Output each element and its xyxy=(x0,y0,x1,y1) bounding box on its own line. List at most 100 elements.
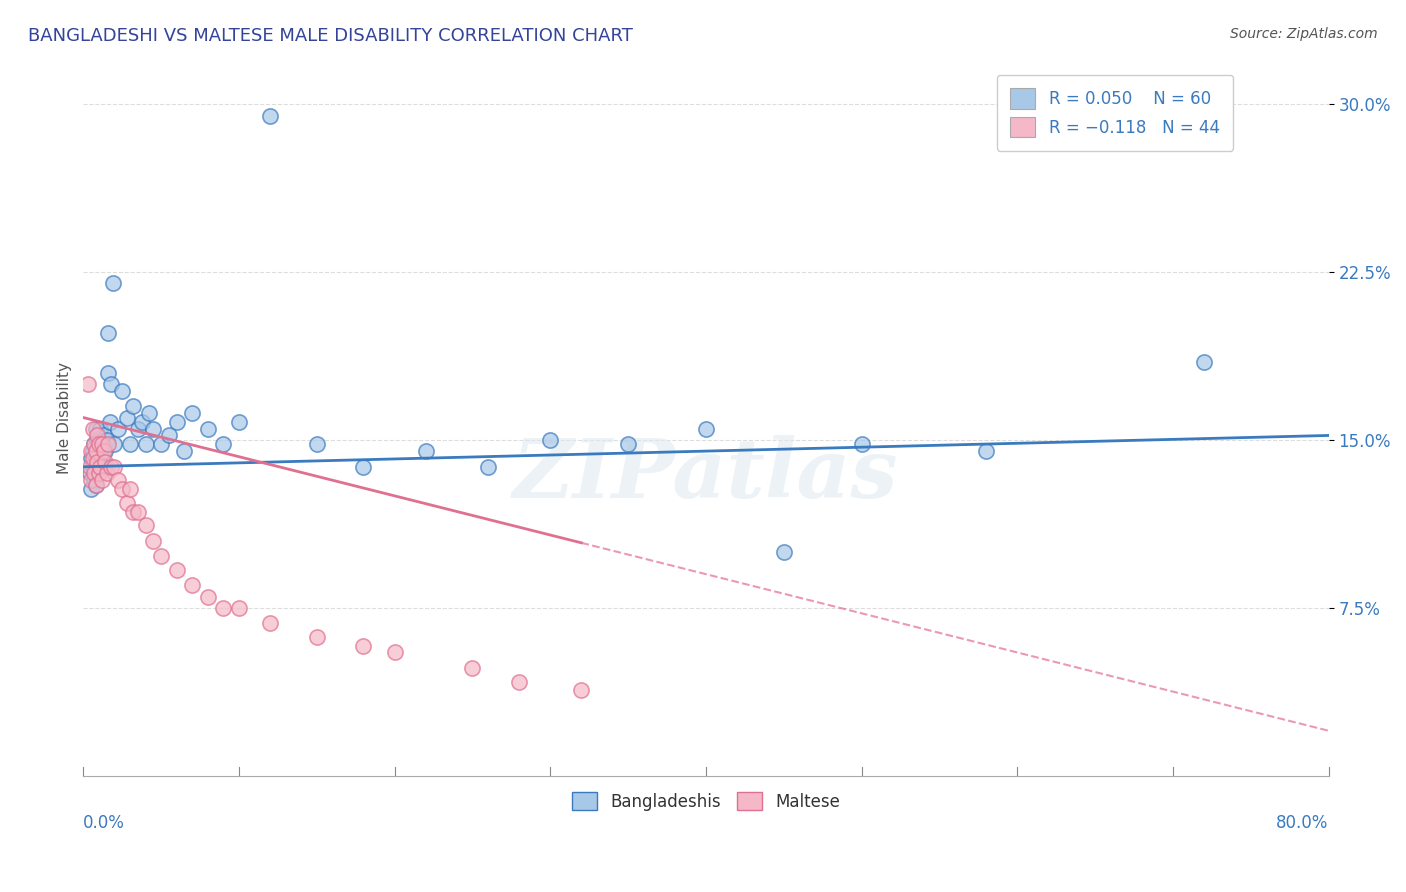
Point xyxy=(87,467,110,481)
Point xyxy=(94,455,117,469)
Point xyxy=(695,422,717,436)
Point xyxy=(89,459,111,474)
Text: 0.0%: 0.0% xyxy=(83,814,125,832)
Point xyxy=(173,444,195,458)
Point xyxy=(83,473,105,487)
Point xyxy=(131,415,153,429)
Point xyxy=(91,450,114,465)
Legend: Bangladeshis, Maltese: Bangladeshis, Maltese xyxy=(565,786,846,817)
Point xyxy=(98,415,121,429)
Point xyxy=(86,433,108,447)
Point xyxy=(150,549,173,564)
Point xyxy=(82,450,104,465)
Text: ZIPatlas: ZIPatlas xyxy=(513,434,898,515)
Point xyxy=(974,444,997,458)
Point xyxy=(111,384,134,398)
Point xyxy=(353,639,375,653)
Point xyxy=(87,455,110,469)
Point xyxy=(111,482,134,496)
Point xyxy=(89,422,111,436)
Point xyxy=(122,400,145,414)
Point xyxy=(617,437,640,451)
Point xyxy=(97,437,120,451)
Point xyxy=(212,600,235,615)
Point xyxy=(83,437,105,451)
Point xyxy=(86,459,108,474)
Point xyxy=(122,504,145,518)
Point xyxy=(83,437,105,451)
Point xyxy=(82,444,104,458)
Point xyxy=(118,437,141,451)
Point xyxy=(142,533,165,548)
Point xyxy=(97,326,120,340)
Point xyxy=(508,674,530,689)
Point xyxy=(157,428,180,442)
Point xyxy=(115,410,138,425)
Point xyxy=(135,437,157,451)
Point xyxy=(87,437,110,451)
Point xyxy=(259,109,281,123)
Point xyxy=(87,437,110,451)
Point xyxy=(84,477,107,491)
Point xyxy=(571,683,593,698)
Point xyxy=(79,459,101,474)
Point xyxy=(84,450,107,465)
Point xyxy=(84,444,107,458)
Point xyxy=(86,455,108,469)
Point xyxy=(1192,354,1215,368)
Point xyxy=(96,467,118,481)
Point xyxy=(197,590,219,604)
Text: Source: ZipAtlas.com: Source: ZipAtlas.com xyxy=(1230,27,1378,41)
Point xyxy=(142,422,165,436)
Point xyxy=(127,422,149,436)
Point xyxy=(100,459,122,474)
Point xyxy=(353,459,375,474)
Point xyxy=(127,504,149,518)
Y-axis label: Male Disability: Male Disability xyxy=(58,361,72,474)
Point xyxy=(103,437,125,451)
Point xyxy=(166,415,188,429)
Point xyxy=(166,563,188,577)
Point xyxy=(80,444,103,458)
Point xyxy=(82,459,104,474)
Point xyxy=(138,406,160,420)
Point xyxy=(415,444,437,458)
Point xyxy=(228,600,250,615)
Point xyxy=(91,473,114,487)
Point xyxy=(477,459,499,474)
Point xyxy=(89,459,111,474)
Point xyxy=(197,422,219,436)
Point xyxy=(115,495,138,509)
Point xyxy=(97,366,120,380)
Point xyxy=(93,459,115,474)
Point xyxy=(77,376,100,391)
Point xyxy=(82,422,104,436)
Point xyxy=(305,630,328,644)
Point xyxy=(93,428,115,442)
Point xyxy=(851,437,873,451)
Point xyxy=(84,477,107,491)
Point xyxy=(103,459,125,474)
Point xyxy=(93,444,115,458)
Point xyxy=(79,467,101,481)
Point xyxy=(80,450,103,465)
Point xyxy=(91,437,114,451)
Point xyxy=(91,437,114,451)
Point xyxy=(118,482,141,496)
Point xyxy=(80,473,103,487)
Point xyxy=(384,645,406,659)
Point xyxy=(181,406,204,420)
Point xyxy=(538,433,561,447)
Point xyxy=(181,578,204,592)
Point xyxy=(772,545,794,559)
Point xyxy=(100,376,122,391)
Point xyxy=(135,518,157,533)
Point xyxy=(107,422,129,436)
Point xyxy=(150,437,173,451)
Point xyxy=(96,433,118,447)
Point xyxy=(461,661,484,675)
Point xyxy=(83,467,105,481)
Point xyxy=(228,415,250,429)
Point xyxy=(87,467,110,481)
Point xyxy=(80,482,103,496)
